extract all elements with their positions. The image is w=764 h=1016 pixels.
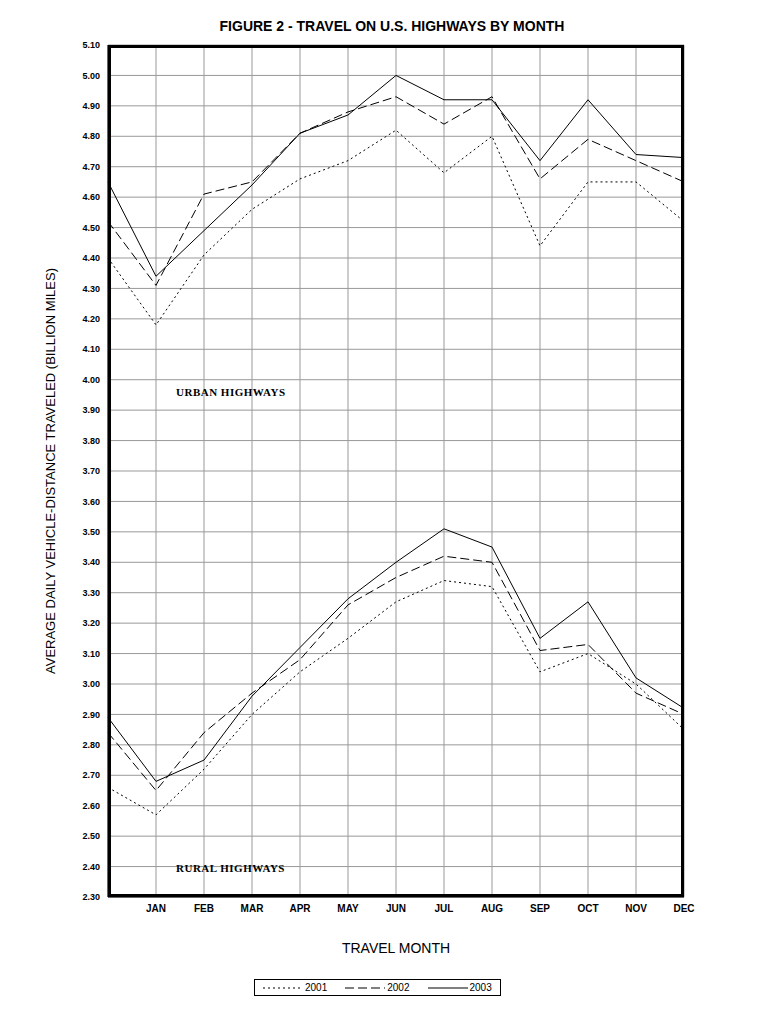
svg-text:JUL: JUL [435, 903, 454, 914]
svg-text:3.70: 3.70 [82, 466, 100, 476]
html-text:URBAN HIGHWAYS: URBAN HIGHWAYS [176, 386, 286, 398]
svg-text:4.50: 4.50 [82, 223, 100, 233]
svg-text:DEC: DEC [673, 903, 694, 914]
html-text:2002: 2002 [387, 982, 410, 993]
svg-text:NOV: NOV [625, 903, 647, 914]
svg-text:TRAVEL MONTH: TRAVEL MONTH [342, 940, 450, 956]
svg-text:3.50: 3.50 [82, 527, 100, 537]
svg-text:4.60: 4.60 [82, 192, 100, 202]
svg-text:2.70: 2.70 [82, 770, 100, 780]
svg-text:4.80: 4.80 [82, 131, 100, 141]
svg-text:4.00: 4.00 [82, 375, 100, 385]
svg-text:2.50: 2.50 [82, 831, 100, 841]
svg-text:JAN: JAN [146, 903, 166, 914]
html-text:2001: 2001 [305, 982, 328, 993]
svg-text:2.90: 2.90 [82, 710, 100, 720]
svg-text:2.80: 2.80 [82, 740, 100, 750]
svg-text:2.30: 2.30 [82, 892, 100, 902]
svg-text:3.00: 3.00 [82, 679, 100, 689]
svg-text:4.30: 4.30 [82, 284, 100, 294]
svg-text:MAR: MAR [241, 903, 265, 914]
svg-text:SEP: SEP [530, 903, 550, 914]
svg-text:3.60: 3.60 [82, 497, 100, 507]
svg-text:4.10: 4.10 [82, 344, 100, 354]
html-text:RURAL HIGHWAYS: RURAL HIGHWAYS [176, 862, 285, 874]
svg-text:3.80: 3.80 [82, 436, 100, 446]
svg-text:3.20: 3.20 [82, 618, 100, 628]
svg-text:2.40: 2.40 [82, 862, 100, 872]
svg-text:JUN: JUN [386, 903, 406, 914]
svg-text:3.30: 3.30 [82, 588, 100, 598]
svg-text:2.60: 2.60 [82, 801, 100, 811]
svg-text:5.00: 5.00 [82, 71, 100, 81]
svg-text:AUG: AUG [481, 903, 503, 914]
svg-text:4.90: 4.90 [82, 101, 100, 111]
svg-text:3.40: 3.40 [82, 557, 100, 567]
svg-text:APR: APR [289, 903, 311, 914]
svg-text:3.90: 3.90 [82, 405, 100, 415]
svg-text:AVERAGE DAILY VEHICLE-DISTANCE: AVERAGE DAILY VEHICLE-DISTANCE TRAVELED … [43, 268, 58, 674]
svg-text:3.10: 3.10 [82, 649, 100, 659]
svg-text:5.10: 5.10 [82, 40, 100, 50]
svg-text:FEB: FEB [194, 903, 214, 914]
svg-text:4.70: 4.70 [82, 162, 100, 172]
svg-text:4.40: 4.40 [82, 253, 100, 263]
svg-text:MAY: MAY [337, 903, 359, 914]
svg-text:4.20: 4.20 [82, 314, 100, 324]
html-text:FIGURE 2 - TRAVEL ON U.S. HIGH: FIGURE 2 - TRAVEL ON U.S. HIGHWAYS BY MO… [219, 18, 565, 34]
svg-text:OCT: OCT [577, 903, 598, 914]
html-text:2003: 2003 [469, 982, 492, 993]
